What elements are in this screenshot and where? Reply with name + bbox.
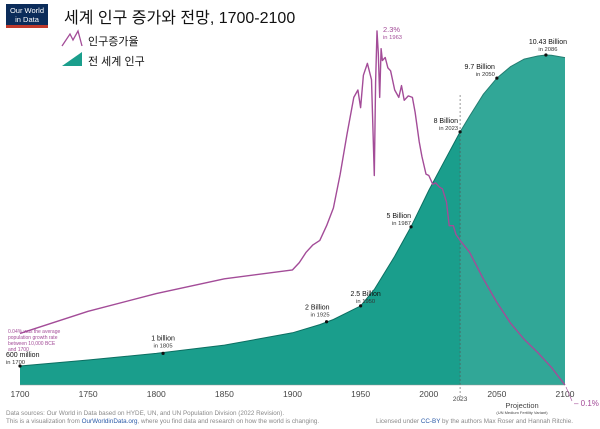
annotation-value: 5 Billion	[387, 213, 412, 220]
growth-end-value: – 0.1%	[574, 399, 599, 408]
annotation-year: in 2050	[476, 72, 495, 78]
footer-license: Licensed under CC-BY by the authors Max …	[376, 418, 573, 426]
x-tick-label: 1750	[79, 389, 98, 399]
annotation-dot	[359, 304, 363, 308]
annotation-dot	[495, 76, 499, 80]
annotation-year: in 2023	[439, 126, 458, 132]
x-axis: 1700 1750 1800 1850 1900 1950 2000 2050 2100	[11, 389, 575, 399]
x-tick-label: 1800	[147, 389, 166, 399]
owid-logo: Our World in Data	[6, 4, 48, 28]
growth-peak-value: 2.3%	[383, 25, 400, 34]
annotation-year: in 1805	[154, 343, 173, 349]
x-tick-label: 2000	[419, 389, 438, 399]
x-tick-label: 1950	[351, 389, 370, 399]
projection-shade	[460, 40, 565, 385]
x-tick-label: 2100	[556, 389, 575, 399]
annotation-value: 1 billion	[151, 335, 175, 342]
chart-title: 세계 인구 증가와 전망, 1700-2100	[64, 10, 296, 27]
annotation-year: in 1987	[392, 221, 411, 227]
annotation-value: 600 million	[6, 352, 40, 359]
annotation-value: 2.5 Billion	[350, 291, 380, 298]
annotation-year: in 1700	[6, 360, 25, 366]
annotation-dot	[18, 364, 22, 368]
footer-license-link[interactable]: CC-BY	[420, 418, 441, 425]
growth-rate-line	[19, 30, 566, 386]
annotation-year: in 1950	[356, 299, 375, 305]
population-area	[20, 55, 565, 385]
projection-sublabel: (UN Medium Fertility Variant)	[496, 410, 548, 415]
annotation-dot	[161, 351, 165, 355]
growth-note-line: population growth rate	[8, 335, 58, 341]
footer-viz-suffix: , where you find data and research on ho…	[137, 418, 320, 425]
growth-peak-year: in 1963	[383, 35, 402, 41]
x-tick-label: 1700	[11, 389, 30, 399]
population-edge	[19, 54, 566, 367]
footer-license-suffix: by the authors Max Roser and Hannah Ritc…	[442, 418, 573, 425]
growth-note-line: 0.04% was the average	[8, 329, 60, 335]
annotation-year: in 2086	[538, 47, 557, 53]
x-tick-label: 1850	[215, 389, 234, 399]
x-tick-label: 2050	[487, 389, 506, 399]
logo-line-2: in Data	[15, 15, 39, 24]
annotation-value: 2 Billion	[305, 305, 330, 312]
projection-label: Projection	[505, 401, 538, 410]
annotation-value: 9.7 Billion	[465, 64, 495, 71]
legend-growth-swatch	[61, 29, 83, 47]
projection-start-label: 2023	[453, 396, 468, 403]
footer-viz-line: This is a visualization from OurWorldinD…	[6, 418, 319, 426]
growth-note-line: between 10,000 BCE	[8, 341, 56, 347]
annotation-value: 8 Billion	[434, 118, 459, 125]
footer-sources: Data sources: Our World in Data based on…	[6, 410, 319, 426]
footer-viz-link[interactable]: OurWorldinData.org	[81, 418, 138, 425]
annotation-value: 10.43 Billion	[529, 39, 567, 46]
annotation-dot	[544, 53, 548, 57]
legend-growth-label: 인구증가율	[88, 35, 139, 48]
logo-line-1: Our World	[9, 6, 45, 15]
legend-population-swatch	[62, 52, 82, 66]
footer-sources-text: Data sources: Our World in Data based on…	[6, 410, 285, 417]
growth-end-annotation: – 0.1%	[565, 386, 599, 408]
footer-license-prefix: Licensed under	[376, 418, 420, 425]
growth-note-line: and 1700	[8, 347, 29, 353]
legend-population-label: 전 세계 인구	[88, 55, 145, 68]
annotation-year: in 1925	[311, 313, 330, 319]
annotation-dot	[324, 320, 329, 324]
growth-end-leader	[565, 386, 573, 402]
footer-viz-prefix: This is a visualization from	[6, 418, 80, 425]
annotation-dot	[458, 130, 462, 134]
annotation-dot	[409, 225, 413, 229]
growth-peak-annotation: 2.3%in 1963	[383, 25, 402, 41]
x-tick-label: 1900	[283, 389, 302, 399]
